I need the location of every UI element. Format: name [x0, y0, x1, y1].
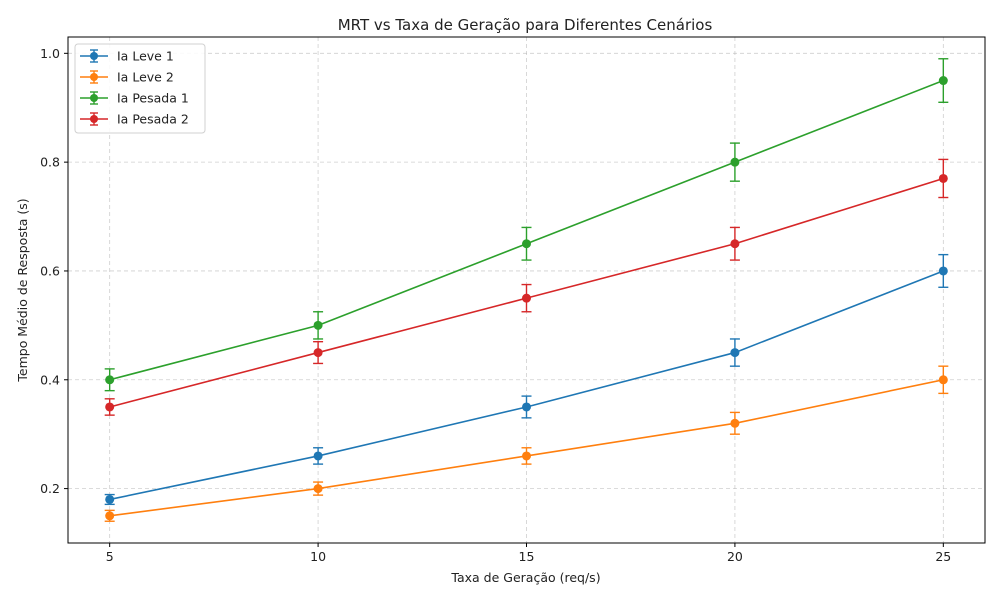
data-point — [313, 484, 323, 494]
data-point — [938, 375, 948, 385]
data-point — [522, 293, 531, 303]
series-2 — [104, 58, 949, 392]
data-point — [313, 320, 323, 330]
y-tick-label: 1.0 — [40, 46, 60, 61]
y-tick-label: 0.8 — [40, 155, 60, 170]
grid — [68, 37, 985, 543]
y-tick-label: 0.2 — [40, 481, 60, 496]
data-point — [938, 173, 948, 183]
legend-label: Ia Leve 1 — [117, 49, 174, 64]
data-point — [105, 402, 115, 412]
data-point — [730, 418, 740, 428]
legend-marker — [90, 73, 98, 81]
data-point — [522, 239, 531, 249]
legend-marker — [90, 52, 98, 60]
data-point — [522, 451, 531, 461]
data-point — [730, 239, 740, 249]
legend-entry: Ia Pesada 2 — [80, 112, 189, 127]
data-point — [938, 76, 948, 86]
data-point — [313, 348, 323, 358]
data-point — [105, 375, 115, 385]
chart-title: MRT vs Taxa de Geração para Diferentes C… — [338, 16, 713, 34]
series-3 — [104, 158, 949, 416]
x-tick-label: 10 — [310, 549, 326, 564]
data-point — [105, 494, 115, 504]
x-tick-label: 5 — [106, 549, 114, 564]
data-point — [313, 451, 323, 461]
x-axis-label: Taxa de Geração (req/s) — [450, 570, 600, 585]
ticks: 5 10 15 20 25 0.2 0.4 0.6 0.8 1.0 — [40, 46, 951, 564]
y-axis-label: Tempo Médio de Resposta (s) — [15, 198, 30, 382]
data-point — [522, 402, 531, 412]
legend-marker — [90, 94, 98, 102]
legend-label: Ia Leve 2 — [117, 70, 174, 85]
y-tick-label: 0.4 — [40, 372, 60, 387]
legend: Ia Leve 1 Ia Leve 2 Ia Pesada 1 Ia Pesada 2 — [74, 43, 206, 134]
data-point — [730, 348, 740, 358]
series-1 — [104, 365, 949, 522]
legend-entry: Ia Pesada 1 — [80, 91, 189, 106]
legend-box — [74, 43, 206, 134]
data-point — [938, 266, 948, 276]
legend-label: Ia Pesada 2 — [117, 112, 189, 127]
legend-entry: Ia Leve 1 — [80, 49, 174, 64]
legend-entry: Ia Leve 2 — [80, 70, 174, 85]
x-tick-label: 20 — [727, 549, 743, 564]
data-point — [730, 157, 740, 167]
series-layer — [104, 58, 949, 522]
series-0 — [104, 253, 949, 506]
data-point — [105, 511, 115, 521]
x-tick-label: 15 — [519, 549, 535, 564]
legend-label: Ia Pesada 1 — [117, 91, 189, 106]
x-tick-label: 25 — [935, 549, 951, 564]
y-tick-label: 0.6 — [40, 263, 60, 278]
legend-marker — [90, 115, 98, 123]
